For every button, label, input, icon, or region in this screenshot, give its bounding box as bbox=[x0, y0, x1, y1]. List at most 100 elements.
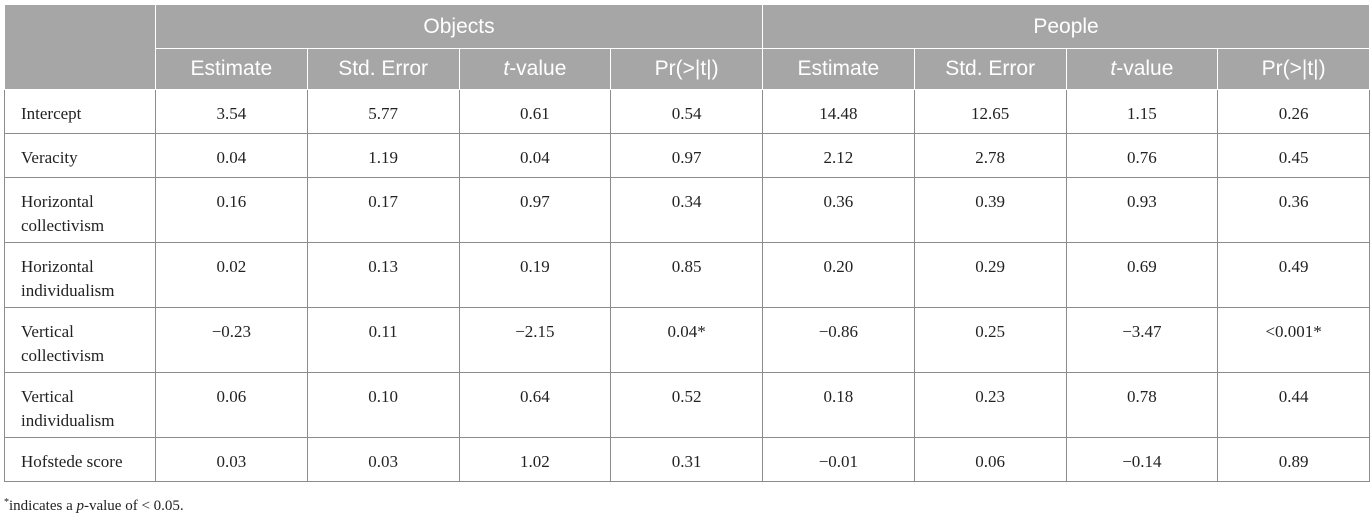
group-header-people: People bbox=[762, 4, 1371, 49]
table-row: Intercept 3.54 5.77 0.61 0.54 14.48 12.65 1.15 0… bbox=[4, 89, 1371, 134]
row-label: Horizontal individualism bbox=[4, 242, 156, 308]
table-cell: 14.48 bbox=[762, 89, 915, 134]
row-label: Vertical individualism bbox=[4, 372, 156, 438]
table-cell: 3.54 bbox=[155, 89, 308, 134]
footnote-text-italic: p bbox=[76, 498, 84, 514]
table-cell: 0.19 bbox=[458, 242, 612, 308]
table-cell: −0.86 bbox=[762, 307, 915, 373]
row-label: Veracity bbox=[4, 133, 156, 178]
table-cell: 1.15 bbox=[1065, 89, 1219, 134]
table-cell: −3.47 bbox=[1065, 307, 1219, 373]
table-cell: −0.14 bbox=[1065, 437, 1219, 482]
table-cell: 0.52 bbox=[610, 372, 764, 438]
group-header-row: Objects People bbox=[4, 4, 1371, 90]
table-cell: 0.11 bbox=[306, 307, 460, 373]
table-cell: −0.23 bbox=[155, 307, 308, 373]
table-cell: 0.61 bbox=[458, 89, 612, 134]
column-header-text: Estimate bbox=[797, 57, 880, 80]
table-cell: 0.17 bbox=[306, 177, 460, 243]
corner-header-cell bbox=[4, 4, 156, 90]
row-label: Hofstede score bbox=[4, 437, 156, 482]
column-header: t-value bbox=[458, 48, 612, 90]
table-cell: 0.03 bbox=[306, 437, 460, 482]
table-cell: 0.02 bbox=[155, 242, 308, 308]
regression-table-container: Objects People Estimate Std. Error t-value… bbox=[4, 4, 1371, 482]
table-cell: 0.06 bbox=[155, 372, 308, 438]
table-row: Vertical collectivism −0.23 0.11 −2.15 0.04*… bbox=[4, 307, 1371, 373]
column-header-suffix-text: -value bbox=[1116, 57, 1174, 80]
table-cell: 0.76 bbox=[1065, 133, 1219, 178]
column-header: Pr(>|t|) bbox=[1217, 48, 1371, 90]
table-cell: −0.01 bbox=[762, 437, 915, 482]
column-header: Std. Error bbox=[306, 48, 460, 90]
table-cell: 0.16 bbox=[155, 177, 308, 243]
table-row: Vertical individualism 0.06 0.10 0.64 0.52 0.… bbox=[4, 372, 1371, 438]
table-cell: 2.12 bbox=[762, 133, 915, 178]
column-header-italic-text: t bbox=[1110, 57, 1117, 80]
table-cell: 0.34 bbox=[610, 177, 764, 243]
table-row: Horizontal collectivism 0.16 0.17 0.97 0.34 0… bbox=[4, 177, 1371, 243]
table-cell: 5.77 bbox=[306, 89, 460, 134]
column-header: Std. Error bbox=[913, 48, 1067, 90]
table-cell: 0.36 bbox=[1217, 177, 1371, 243]
column-header-row: Estimate Std. Error t-value Pr(>|t|) Estimat… bbox=[5, 48, 1371, 90]
column-header: Estimate bbox=[155, 48, 308, 90]
table-cell: −2.15 bbox=[458, 307, 612, 373]
table-cell: 0.49 bbox=[1217, 242, 1371, 308]
table-cell: 0.31 bbox=[610, 437, 764, 482]
table-cell: 0.69 bbox=[1065, 242, 1219, 308]
table-cell: 0.39 bbox=[913, 177, 1067, 243]
column-header-italic-text: t bbox=[503, 57, 510, 80]
table-cell: 0.97 bbox=[610, 133, 764, 178]
group-header-objects: Objects bbox=[154, 4, 764, 49]
column-header: Estimate bbox=[762, 48, 915, 90]
table-cell: <0.001* bbox=[1217, 307, 1371, 373]
column-header-text: Std. Error bbox=[338, 57, 429, 80]
table-row: Horizontal individualism 0.02 0.13 0.19 0.85… bbox=[4, 242, 1371, 308]
table-cell: 0.54 bbox=[610, 89, 764, 134]
table-cell: 0.18 bbox=[762, 372, 915, 438]
row-label: Vertical collectivism bbox=[4, 307, 156, 373]
table-cell: 0.36 bbox=[762, 177, 915, 243]
table-cell: 0.10 bbox=[306, 372, 460, 438]
table-cell: 0.89 bbox=[1217, 437, 1371, 482]
table-cell: 0.13 bbox=[306, 242, 460, 308]
table-cell: 0.85 bbox=[610, 242, 764, 308]
table-cell: 12.65 bbox=[913, 89, 1067, 134]
table-cell: 2.78 bbox=[913, 133, 1067, 178]
table-cell: 0.29 bbox=[913, 242, 1067, 308]
table-body: Intercept 3.54 5.77 0.61 0.54 14.48 12.65 1.15 0… bbox=[4, 89, 1371, 482]
table-cell: 0.03 bbox=[155, 437, 308, 482]
table-cell: 0.06 bbox=[913, 437, 1067, 482]
footnote-marker: * bbox=[4, 497, 9, 508]
row-label: Intercept bbox=[4, 89, 156, 134]
table-cell: 1.02 bbox=[458, 437, 612, 482]
column-header-text: Pr(>|t|) bbox=[1261, 57, 1326, 80]
column-header-text: Std. Error bbox=[945, 57, 1036, 80]
table-cell: 0.44 bbox=[1217, 372, 1371, 438]
table-cell: 0.26 bbox=[1217, 89, 1371, 134]
table-cell: 0.23 bbox=[913, 372, 1067, 438]
column-header-suffix-text: -value bbox=[509, 57, 567, 80]
table-cell: 1.19 bbox=[306, 133, 460, 178]
footnote-text-after: -value of < 0.05. bbox=[83, 498, 184, 514]
table-cell: 0.97 bbox=[458, 177, 612, 243]
table-cell: 0.04 bbox=[458, 133, 612, 178]
table-cell: 0.64 bbox=[458, 372, 612, 438]
table-cell: 0.20 bbox=[762, 242, 915, 308]
table-footnote: *indicates a p-value of < 0.05. bbox=[4, 497, 184, 515]
table-row: Veracity 0.04 1.19 0.04 0.97 2.12 2.78 0.76 0.45 bbox=[4, 133, 1371, 178]
table-cell: 0.04* bbox=[610, 307, 764, 373]
column-header-text: Pr(>|t|) bbox=[654, 57, 719, 80]
table-cell: 0.93 bbox=[1065, 177, 1219, 243]
table-cell: 0.04 bbox=[155, 133, 308, 178]
column-header-text: Estimate bbox=[190, 57, 273, 80]
table-cell: 0.78 bbox=[1065, 372, 1219, 438]
table-cell: 0.45 bbox=[1217, 133, 1371, 178]
regression-table: Objects People Estimate Std. Error t-value… bbox=[4, 4, 1371, 482]
footnote-text-before: indicates a bbox=[9, 498, 77, 514]
column-header: Pr(>|t|) bbox=[610, 48, 764, 90]
table-cell: 0.25 bbox=[913, 307, 1067, 373]
row-label: Horizontal collectivism bbox=[4, 177, 156, 243]
column-header: t-value bbox=[1065, 48, 1219, 90]
